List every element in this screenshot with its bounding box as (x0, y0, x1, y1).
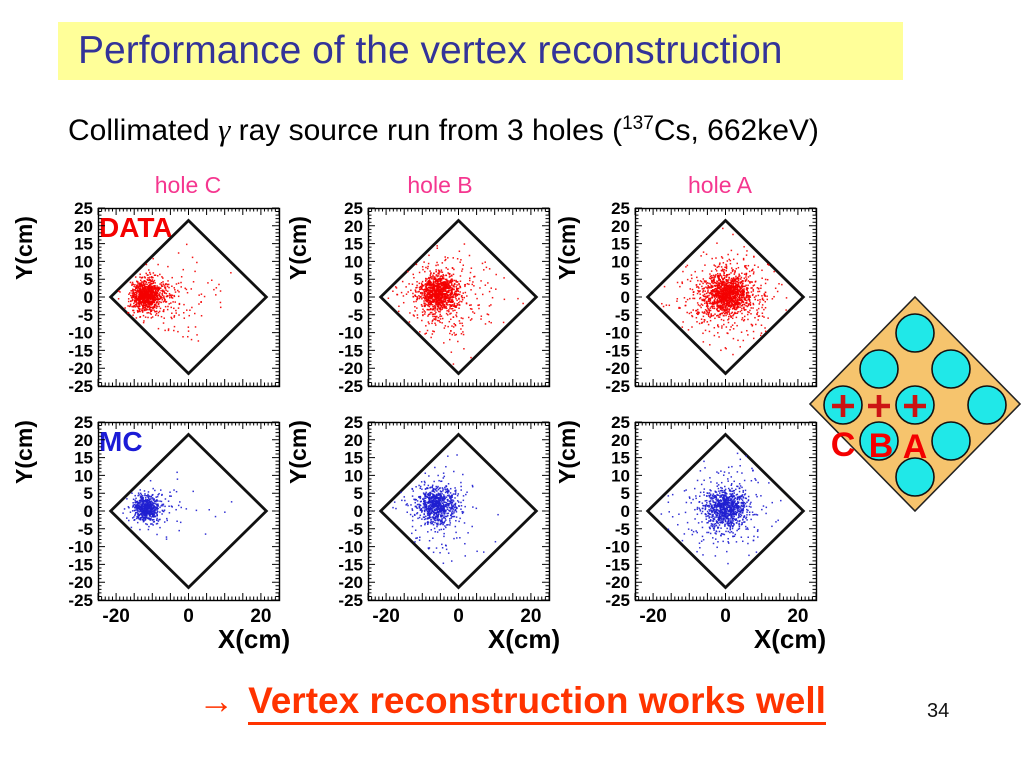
hole-title-b: hole B (407, 172, 473, 198)
title-bar: Performance of the vertex reconstruction (58, 22, 903, 80)
detector-hole (859, 421, 899, 461)
hole-title-a: hole A (688, 172, 752, 198)
conclusion-arrow: → (198, 680, 235, 721)
plot-data-hole-a (589, 194, 824, 446)
page-title: Performance of the vertex reconstruction (78, 29, 783, 72)
subtitle: Collimated γ ray source run from 3 holes… (68, 112, 819, 148)
hole-label-a: A (903, 428, 928, 466)
plot-data-hole-b (322, 194, 557, 446)
y-axis-label-2: Y(cm) (285, 216, 311, 280)
y-axis-label-1: Y(cm) (11, 216, 37, 280)
subtitle-suffix: Cs, 662keV) (653, 114, 819, 147)
y-axis-label-5: Y(cm) (285, 420, 311, 484)
detector-diagram: C B A (808, 295, 1022, 513)
plot-mc-hole-c (52, 408, 287, 660)
subtitle-mid: ray source run from 3 holes ( (230, 114, 623, 147)
hole-title-c: hole C (154, 172, 222, 198)
y-axis-label-3: Y(cm) (554, 216, 580, 280)
source-position-markers (832, 395, 926, 417)
plot-data-hole-c (52, 194, 287, 446)
detector-hole (859, 349, 899, 389)
plot-mc-hole-b (322, 408, 557, 660)
detector-hole (967, 385, 1007, 425)
isotope-superscript: 137 (622, 113, 654, 134)
page-number: 34 (927, 700, 950, 722)
detector-hole (931, 349, 971, 389)
gamma-symbol: γ (218, 112, 231, 147)
plot-mc-hole-a (589, 408, 824, 660)
y-axis-label-6: Y(cm) (554, 420, 580, 484)
detector-hole (895, 313, 935, 353)
detector-hole (895, 457, 935, 497)
hole-label-c: C (831, 426, 856, 464)
subtitle-prefix: Collimated (68, 114, 219, 147)
hole-label-b: B (869, 427, 894, 465)
source-position-marker-c (832, 395, 854, 417)
source-position-marker-a (904, 395, 926, 417)
conclusion-text: Vertex reconstruction works well (248, 680, 826, 725)
y-axis-label-4: Y(cm) (11, 420, 37, 484)
conclusion: → Vertex reconstruction works well (0, 680, 1024, 725)
source-position-marker-b (868, 395, 890, 417)
detector-hole (931, 421, 971, 461)
